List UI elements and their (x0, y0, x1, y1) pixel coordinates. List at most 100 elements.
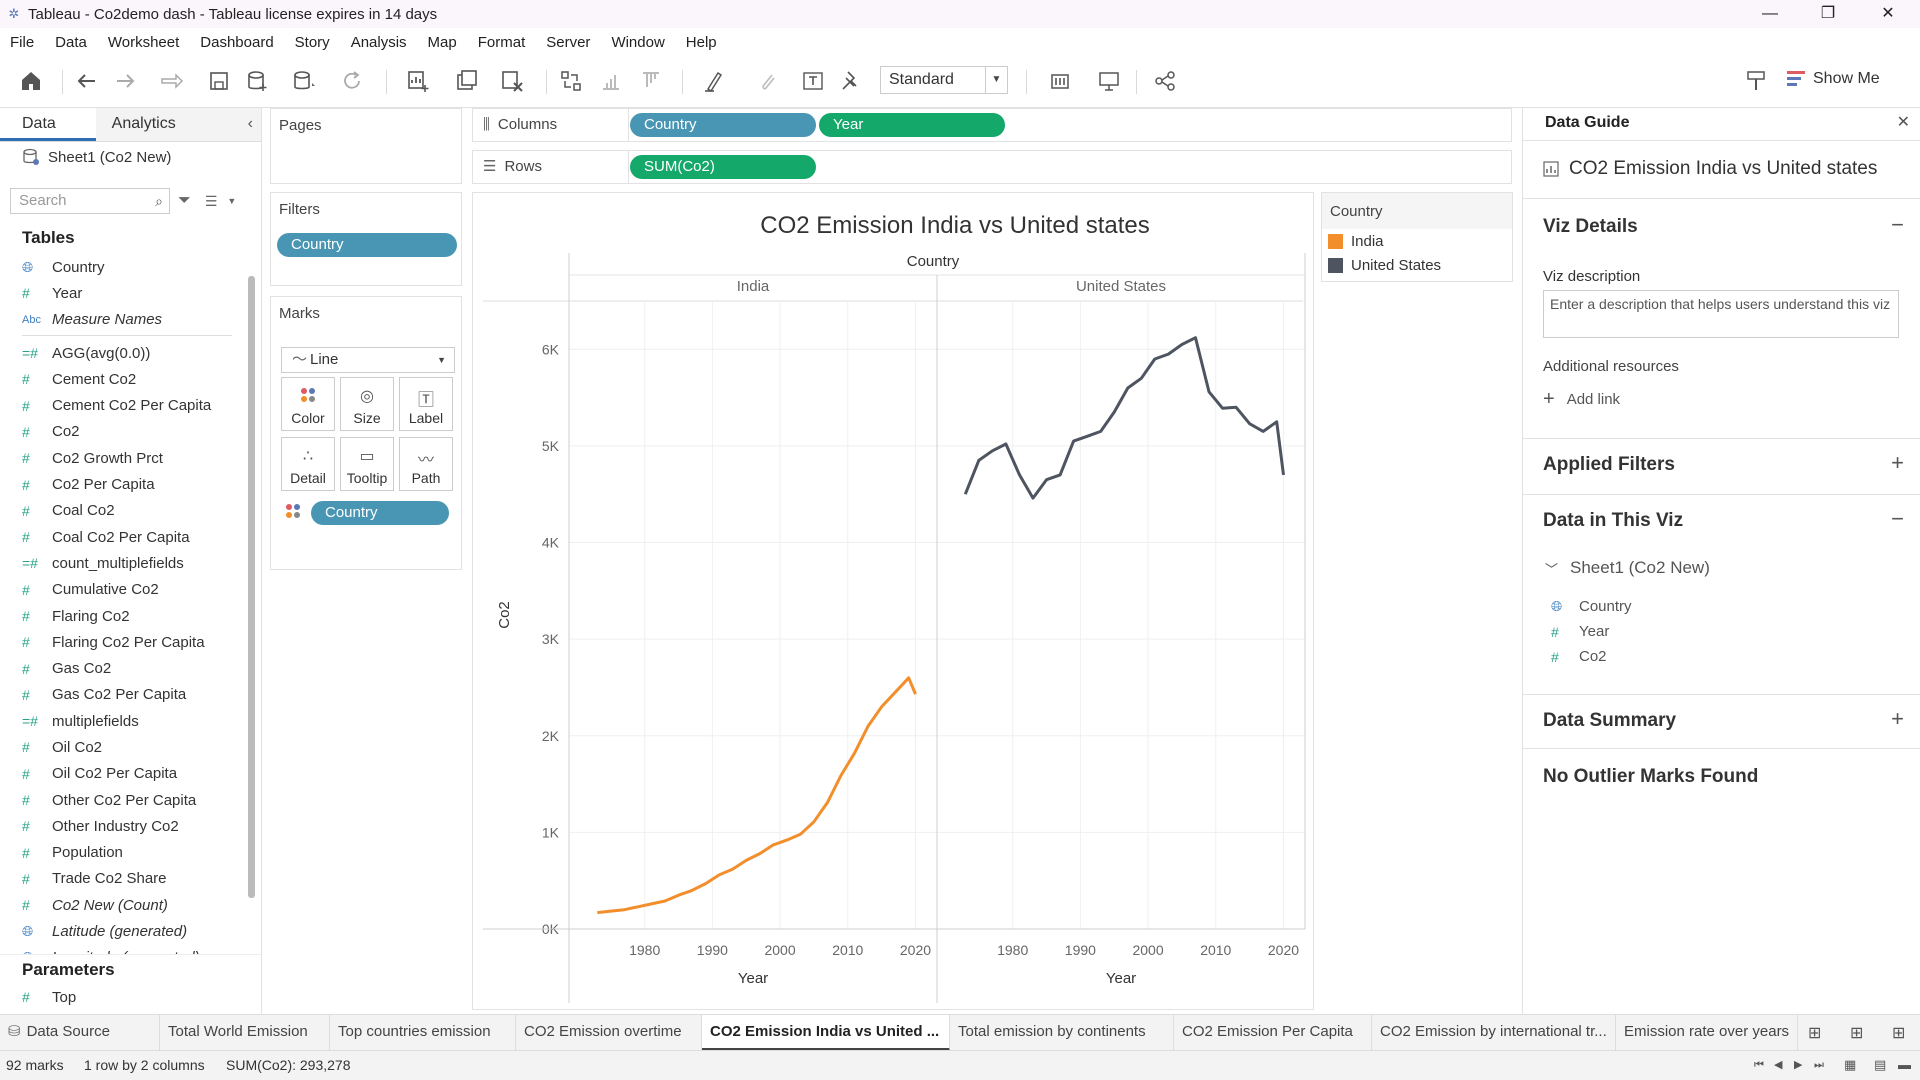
pause-updates-icon[interactable] (282, 69, 326, 95)
duplicate-sheet-icon[interactable] (452, 69, 482, 95)
collapse-pane-icon[interactable]: ‹ (247, 115, 253, 132)
field-item[interactable]: # Gas Co2 Per Capita (22, 682, 232, 708)
tab-analytics[interactable]: Analytics ‹ (95, 108, 261, 141)
parameter-top[interactable]: # Top (22, 984, 76, 1010)
new-dashboard-icon[interactable]: ⊞ (1850, 1025, 1864, 1042)
field-item[interactable]: # Cement Co2 Per Capita (22, 392, 232, 418)
field-item[interactable]: # Cement Co2 (22, 366, 232, 392)
columns-pill-country[interactable]: Country (630, 113, 816, 137)
field-item[interactable]: =# count_multiplefields (22, 550, 232, 576)
show-mark-labels-icon[interactable] (798, 69, 828, 95)
sheet-tab[interactable]: CO2 Emission Per Capita (1174, 1015, 1372, 1051)
collapse-icon[interactable]: − (1891, 506, 1904, 531)
home-icon[interactable] (16, 69, 46, 95)
presentation-mode-layout-icon[interactable] (1040, 69, 1084, 95)
swap-rows-columns-icon[interactable] (556, 69, 586, 95)
menu-server[interactable]: Server (546, 33, 591, 51)
tabs-icon[interactable]: ▬ (1898, 1057, 1911, 1072)
field-item[interactable]: # Co2 (22, 419, 232, 445)
new-worksheet-icon[interactable]: ⊞ (1808, 1025, 1822, 1042)
field-item[interactable]: 🌐︎ Country (22, 254, 232, 280)
field-item[interactable]: =# multiplefields (22, 708, 232, 734)
menu-dashboard[interactable]: Dashboard (200, 33, 274, 51)
field-item[interactable]: # Other Industry Co2 (22, 813, 232, 839)
data-summary-title[interactable]: Data Summary (1543, 710, 1677, 731)
sheet-tab[interactable]: Emission rate over years (1616, 1015, 1798, 1051)
close-icon[interactable]: ✕ (1881, 5, 1895, 22)
sheet-tab[interactable]: Total World Emission (160, 1015, 330, 1051)
field-item[interactable]: # Year (22, 280, 232, 306)
field-item[interactable]: # Coal Co2 (22, 498, 232, 524)
field-item[interactable]: # Co2 Per Capita (22, 471, 232, 497)
field-list-scrollbar[interactable] (248, 276, 255, 898)
field-item[interactable]: # Other Co2 Per Capita (22, 787, 232, 813)
new-data-source-icon[interactable] (242, 69, 272, 95)
redo-icon[interactable] (110, 69, 140, 95)
sheet-tab[interactable]: CO2 Emission overtime (516, 1015, 702, 1051)
rows-pill-sum-co2[interactable]: SUM(Co2) (630, 155, 816, 179)
field-item[interactable]: # Oil Co2 (22, 734, 232, 760)
expand-icon[interactable]: + (1891, 450, 1904, 475)
presentation-mode-icon[interactable] (1094, 69, 1124, 95)
film-strip-icon[interactable]: ▤ (1874, 1057, 1887, 1072)
columns-shelf[interactable]: ⫼ Columns Country Year (472, 108, 1512, 142)
chevron-down-icon[interactable]: ▼ (227, 196, 237, 206)
menu-map[interactable]: Map (427, 33, 457, 51)
menu-format[interactable]: Format (477, 33, 526, 51)
minimize-icon[interactable]: — (1762, 5, 1778, 22)
new-story-icon[interactable]: ⊞ (1892, 1025, 1906, 1042)
legend-item-united-states[interactable]: United States (1322, 253, 1512, 277)
fix-axes-icon[interactable] (836, 69, 866, 95)
menu-worksheet[interactable]: Worksheet (107, 33, 180, 51)
replay-icon[interactable] (150, 69, 194, 95)
menu-file[interactable]: File (10, 33, 35, 51)
new-worksheet-icon[interactable] (396, 69, 440, 95)
field-item[interactable]: # Flaring Co2 Per Capita (22, 629, 232, 655)
menu-analysis[interactable]: Analysis (350, 33, 407, 51)
save-icon[interactable] (204, 69, 234, 95)
mark-type-dropdown[interactable]: 〜 Line ▼ (281, 347, 455, 373)
sort-descending-icon[interactable] (636, 69, 666, 95)
sheet-sorter-icon[interactable]: ▦ (1844, 1057, 1857, 1072)
field-item[interactable]: # Co2 New (Count) (22, 892, 232, 918)
columns-pill-year[interactable]: Year (819, 113, 1005, 137)
fit-dropdown[interactable]: Standard ▼ (880, 66, 1008, 94)
group-members-icon[interactable] (746, 69, 790, 95)
clear-sheet-icon[interactable] (490, 69, 534, 95)
filter-icon[interactable]: ⏷ (178, 192, 191, 209)
data-in-viz-title[interactable]: Data in This Viz (1543, 510, 1684, 531)
sheet-tab[interactable]: Top countries emission (330, 1015, 516, 1051)
collapse-icon[interactable]: − (1891, 212, 1904, 237)
sheet-nav-first-icon[interactable]: ⏮ (1754, 1059, 1764, 1071)
viz-description-field[interactable]: Enter a description that helps users und… (1543, 290, 1899, 338)
search-input[interactable]: Search ⌕ (10, 188, 170, 214)
pages-card[interactable]: Pages (270, 108, 462, 184)
format-painter-icon[interactable] (1740, 69, 1774, 95)
data-source[interactable]: Sheet1 (Co2 New) (22, 148, 171, 166)
show-me-button[interactable]: Show Me (1787, 70, 1880, 88)
menu-window[interactable]: Window (611, 33, 665, 51)
sort-ascending-icon[interactable] (596, 69, 626, 95)
line-chart[interactable]: CO2 Emission India vs United states Count… (473, 193, 1315, 1011)
field-item[interactable]: =# AGG(avg(0.0)) (22, 340, 232, 366)
applied-filters-title[interactable]: Applied Filters (1543, 454, 1675, 475)
view-options-icon[interactable]: ☰ (204, 192, 218, 209)
refresh-icon[interactable] (330, 69, 374, 95)
field-item[interactable]: # Co2 Growth Prct (22, 445, 232, 471)
sheet-nav-last-icon[interactable]: ⏭ (1814, 1059, 1824, 1071)
close-icon[interactable]: ✕ (1896, 114, 1910, 131)
menu-help[interactable]: Help (685, 33, 717, 51)
expand-icon[interactable]: + (1891, 706, 1904, 731)
field-item[interactable]: # Cumulative Co2 (22, 577, 232, 603)
path-button[interactable]: 〰 Path (399, 437, 453, 491)
rows-shelf[interactable]: ☰ Rows SUM(Co2) (472, 150, 1512, 184)
highlight-icon[interactable] (692, 69, 736, 95)
tab-data-source[interactable]: ⛁ Data Source (0, 1015, 160, 1051)
sheet-tab[interactable]: Total emission by continents (950, 1015, 1174, 1051)
menu-data[interactable]: Data (55, 33, 87, 51)
legend-item-india[interactable]: India (1322, 229, 1512, 253)
tab-data[interactable]: Data (0, 108, 96, 141)
add-link-button[interactable]: + Add link (1543, 388, 1621, 410)
field-item[interactable]: # Gas Co2 (22, 655, 232, 681)
field-item[interactable]: # Flaring Co2 (22, 603, 232, 629)
